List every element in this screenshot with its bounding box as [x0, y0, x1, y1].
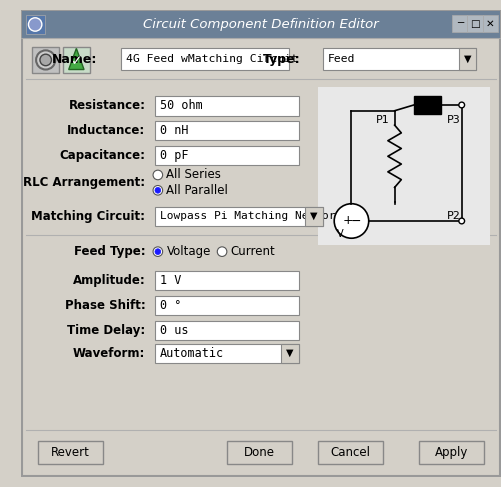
Text: Cancel: Cancel	[331, 447, 371, 459]
Text: −: −	[351, 214, 362, 227]
Circle shape	[153, 186, 163, 195]
Text: 0 us: 0 us	[160, 324, 188, 337]
Text: Waveform:: Waveform:	[73, 347, 145, 360]
FancyBboxPatch shape	[227, 441, 292, 465]
Text: Apply: Apply	[434, 447, 468, 459]
Text: Revert: Revert	[51, 447, 90, 459]
FancyBboxPatch shape	[414, 96, 440, 113]
Text: Time Delay:: Time Delay:	[67, 324, 145, 337]
Text: P3: P3	[447, 115, 461, 125]
Text: P1: P1	[376, 115, 390, 125]
FancyBboxPatch shape	[459, 48, 476, 70]
FancyBboxPatch shape	[63, 47, 90, 74]
FancyBboxPatch shape	[155, 146, 299, 166]
Text: Feed Type:: Feed Type:	[74, 245, 145, 258]
FancyBboxPatch shape	[155, 206, 323, 226]
Circle shape	[153, 247, 163, 257]
Circle shape	[153, 170, 163, 180]
Text: Automatic: Automatic	[160, 347, 224, 360]
Circle shape	[36, 50, 55, 70]
Circle shape	[217, 247, 227, 257]
FancyBboxPatch shape	[282, 344, 299, 363]
Text: 50 ohm: 50 ohm	[160, 99, 202, 112]
FancyBboxPatch shape	[121, 48, 289, 70]
FancyBboxPatch shape	[38, 441, 103, 465]
FancyBboxPatch shape	[22, 11, 500, 476]
Text: 0 pF: 0 pF	[160, 150, 188, 162]
FancyBboxPatch shape	[318, 441, 383, 465]
Circle shape	[29, 18, 42, 31]
Text: All Series: All Series	[166, 169, 221, 182]
FancyBboxPatch shape	[155, 296, 299, 315]
FancyBboxPatch shape	[306, 206, 323, 226]
Circle shape	[155, 187, 161, 193]
Text: ▼: ▼	[464, 54, 471, 64]
FancyBboxPatch shape	[452, 15, 467, 32]
Text: Resistance:: Resistance:	[68, 99, 145, 112]
Text: Inductance:: Inductance:	[67, 124, 145, 137]
Text: Capacitance:: Capacitance:	[60, 150, 145, 162]
FancyBboxPatch shape	[467, 15, 483, 32]
Text: ✕: ✕	[486, 19, 495, 29]
Text: Lowpass Pi Matching Network: Lowpass Pi Matching Network	[160, 211, 342, 221]
Text: Type:: Type:	[263, 54, 301, 66]
FancyBboxPatch shape	[32, 47, 59, 74]
Text: V: V	[337, 229, 343, 240]
FancyBboxPatch shape	[155, 96, 299, 115]
FancyBboxPatch shape	[26, 15, 45, 34]
FancyBboxPatch shape	[155, 121, 299, 140]
FancyBboxPatch shape	[155, 271, 299, 290]
Text: Matching Circuit:: Matching Circuit:	[32, 210, 145, 223]
Text: ▼: ▼	[310, 211, 318, 221]
Circle shape	[459, 218, 464, 224]
Text: ▼: ▼	[287, 348, 294, 358]
Text: +: +	[342, 214, 353, 227]
Text: ─: ─	[456, 19, 463, 29]
Text: 0 nH: 0 nH	[160, 124, 188, 137]
Text: Phase Shift:: Phase Shift:	[65, 299, 145, 312]
Text: RLC Arrangement:: RLC Arrangement:	[23, 176, 145, 189]
Text: Voltage: Voltage	[166, 245, 211, 258]
Circle shape	[334, 204, 369, 238]
Text: 0 °: 0 °	[160, 299, 181, 312]
FancyBboxPatch shape	[155, 320, 299, 340]
Text: 4G Feed wMatching Circuit: 4G Feed wMatching Circuit	[126, 54, 298, 64]
Circle shape	[459, 102, 464, 108]
FancyBboxPatch shape	[22, 11, 500, 38]
Text: All Parallel: All Parallel	[166, 184, 228, 197]
FancyBboxPatch shape	[323, 48, 476, 70]
Text: Amplitude:: Amplitude:	[73, 274, 145, 287]
Text: □: □	[470, 19, 480, 29]
FancyBboxPatch shape	[155, 344, 299, 363]
FancyBboxPatch shape	[318, 87, 490, 245]
Text: Circuit Component Definition Editor: Circuit Component Definition Editor	[143, 18, 379, 31]
Circle shape	[40, 54, 52, 66]
Text: Feed: Feed	[328, 54, 355, 64]
Text: Done: Done	[244, 447, 275, 459]
Circle shape	[155, 249, 161, 255]
FancyBboxPatch shape	[483, 15, 498, 32]
FancyBboxPatch shape	[418, 441, 484, 465]
Text: Name:: Name:	[52, 54, 98, 66]
Text: P2: P2	[447, 211, 461, 221]
Polygon shape	[69, 48, 84, 70]
Text: 1 V: 1 V	[160, 274, 181, 287]
Text: ✓: ✓	[71, 54, 82, 68]
Text: Current: Current	[230, 245, 276, 258]
